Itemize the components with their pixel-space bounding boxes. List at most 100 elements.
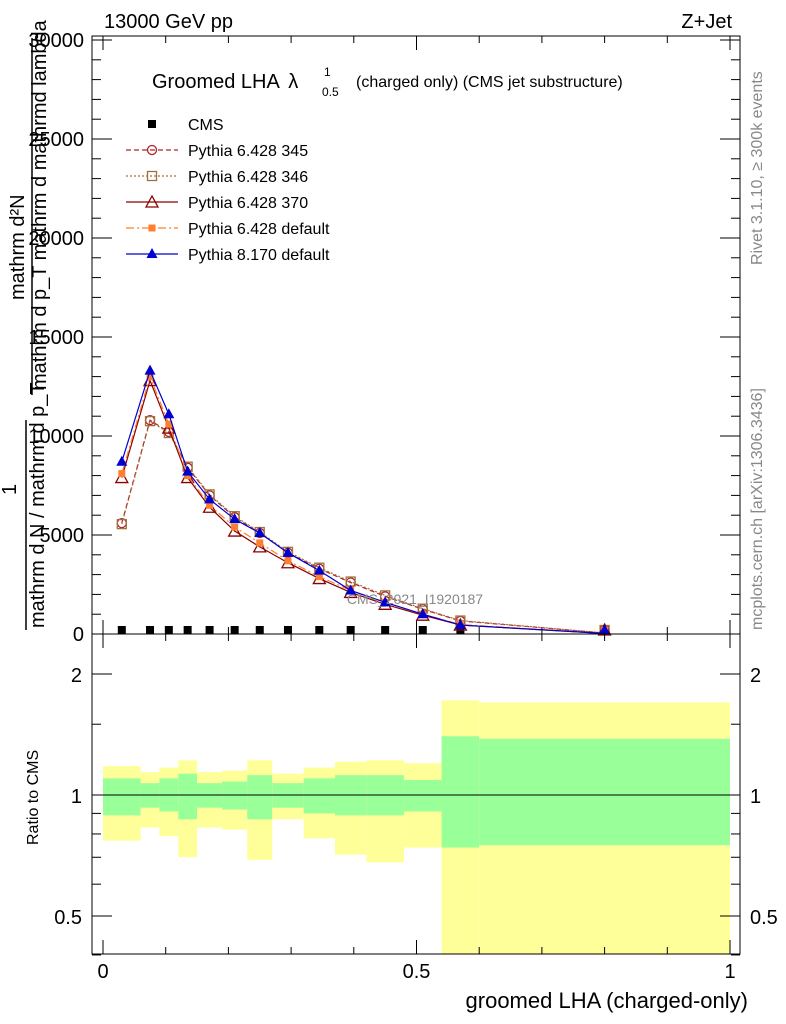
- cms-marker: [381, 626, 390, 634]
- band-inner: [441, 736, 480, 848]
- title-sub: 0.5: [322, 85, 339, 99]
- ylabel-numerator: mathrm d²N: [7, 194, 29, 300]
- mcplots-label: mcplots.cern.ch [arXiv:1306.3436]: [749, 388, 766, 630]
- p346-marker: [144, 415, 156, 427]
- main-ytick-label: 25000: [28, 129, 84, 151]
- legend-entry-p370: Pythia 6.428 370: [126, 194, 308, 212]
- ratio-ytick-label-right: 1: [750, 786, 761, 808]
- ratio-panel: 0.5 0.5 1 1 2 2 0 0.5 1 Ratio to CMS groomed LHA…: [25, 633, 778, 1013]
- p8-marker: [163, 408, 175, 419]
- legend-label: CMS: [188, 117, 224, 134]
- p8-marker: [282, 546, 294, 557]
- p6def-marker: [148, 224, 156, 232]
- p6def-marker: [231, 523, 239, 531]
- p8-marker: [229, 513, 241, 524]
- cms-marker: [346, 626, 355, 634]
- legend-label: Pythia 6.428 default: [188, 221, 330, 238]
- main-ytick-label: 15000: [28, 327, 84, 349]
- p370-marker: [144, 194, 160, 208]
- band-inner: [178, 773, 198, 820]
- p8-marker: [116, 455, 128, 466]
- band-inner: [103, 778, 141, 816]
- legend-entry-p345: Pythia 6.428 345: [126, 143, 308, 160]
- cms-marker: [183, 626, 192, 634]
- title-sup: 1: [324, 65, 331, 79]
- legend-label: Pythia 8.170 default: [188, 247, 330, 264]
- cms-marker: [117, 626, 126, 634]
- p8-marker: [204, 493, 216, 504]
- header-right: Z+Jet: [681, 11, 732, 33]
- series-line-p6def: [121, 374, 605, 635]
- main-panel: 0 5000 10000 15000 20000 25000 30000 CMS_2021_…: [0, 19, 741, 646]
- p345-marker: [146, 144, 158, 156]
- series-line-p8: [121, 368, 605, 635]
- p8-marker: [146, 248, 158, 258]
- legend-entry-p8: Pythia 8.170 default: [126, 247, 330, 264]
- p8-marker: [144, 364, 156, 375]
- p8-marker: [454, 619, 466, 630]
- p6def-marker: [118, 470, 126, 478]
- cms-marker: [255, 626, 264, 634]
- main-ytick-label: 30000: [28, 30, 84, 52]
- p8-marker: [379, 596, 391, 607]
- main-ytick-label: 20000: [28, 228, 84, 250]
- y-axis-label: mathrm d²N mathrm d p_T mathrm d mathrmd…: [0, 19, 51, 630]
- ratio-ytick-label: 0.5: [54, 907, 82, 929]
- p6def-marker: [284, 557, 292, 565]
- p8-marker: [254, 527, 266, 538]
- cms-marker: [230, 626, 239, 634]
- title-lambda: λ: [288, 71, 298, 93]
- title-rest: (charged only) (CMS jet substructure): [356, 74, 623, 91]
- chart-title: Groomed LHA λ 1 0.5 (charged only) (CMS …: [152, 65, 623, 99]
- legend-label: Pythia 6.428 346: [188, 169, 308, 186]
- main-ytick-label: 10000: [28, 426, 84, 448]
- p346-marker: [116, 518, 127, 530]
- legend: CMS Pythia 6.428 345 Pythia 6.428 346 Pythi…: [126, 117, 330, 264]
- series-cms: [117, 626, 609, 634]
- cms-marker: [148, 120, 156, 128]
- band-inner: [247, 775, 273, 820]
- ylabel-one: 1: [0, 484, 21, 495]
- ratio-ticks: 0.5 0.5 1 1 2 2 0 0.5 1: [54, 634, 778, 983]
- cms-marker: [315, 626, 324, 634]
- band-inner: [222, 781, 248, 810]
- band-inner: [303, 778, 335, 814]
- ratio-ytick-label-right: 0.5: [750, 907, 778, 929]
- band-inner: [479, 738, 730, 846]
- ratio-ylabel: Ratio to CMS: [25, 750, 42, 845]
- legend-label: Pythia 6.428 345: [188, 143, 308, 160]
- ylabel-dn-dpt: mathrm d N / mathrm d p_T: [27, 382, 49, 628]
- cms-marker: [146, 626, 155, 634]
- header-left: 13000 GeV pp: [104, 11, 233, 33]
- p8-marker: [417, 608, 429, 619]
- ylabel-denominator: mathrm d p_T mathrm d mathrmd lambda: [29, 19, 51, 390]
- x-tick-label: 1: [724, 961, 735, 983]
- x-tick-label: 0.5: [403, 961, 431, 983]
- x-tick-label: 0: [97, 961, 108, 983]
- legend-label: Pythia 6.428 370: [188, 195, 308, 212]
- ratio-ytick-label-right: 2: [750, 665, 761, 687]
- x-axis-label: groomed LHA (charged-only): [466, 988, 748, 1013]
- main-ticks: 0 5000 10000 15000 20000 25000 30000: [28, 30, 740, 646]
- watermark: CMS_2021_I1920187: [347, 591, 483, 607]
- title-main: Groomed LHA: [152, 71, 280, 93]
- main-ytick-label: 5000: [40, 525, 85, 547]
- p6def-marker: [165, 420, 173, 428]
- p6def-marker: [146, 373, 154, 381]
- ratio-ytick-label: 1: [71, 786, 82, 808]
- p346-marker: [146, 170, 158, 182]
- series-line-p370: [121, 378, 605, 635]
- ratio-bands: [103, 700, 730, 954]
- cms-marker: [164, 626, 173, 634]
- cms-marker: [418, 626, 427, 634]
- series-p8: [116, 364, 611, 635]
- p8-marker: [599, 624, 611, 634]
- p6def-marker: [315, 573, 323, 581]
- main-ytick-label: 0: [73, 624, 84, 646]
- cms-marker: [205, 626, 214, 634]
- p6def-marker: [206, 501, 214, 509]
- cms-marker: [283, 626, 292, 634]
- ratio-ytick-label: 2: [71, 665, 82, 687]
- p8-marker: [345, 584, 357, 595]
